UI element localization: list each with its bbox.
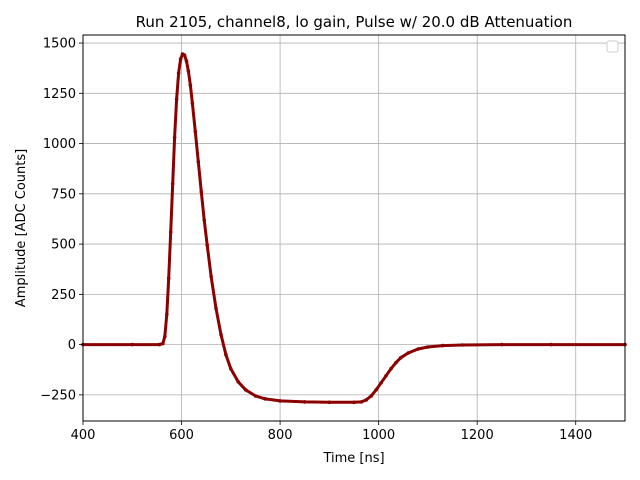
data-point [190,101,195,106]
y-tick-label: −250 [40,388,76,403]
data-point [188,83,193,88]
data-point [163,334,167,339]
data-point [172,135,177,140]
data-point [166,276,171,281]
data-point [176,71,181,75]
data-point [384,374,388,378]
y-axis-label: Amplitude [ADC Counts] [14,149,29,307]
data-point [224,352,228,357]
data-point [549,342,553,347]
data-point [352,400,356,405]
data-point [209,274,213,279]
data-point [327,400,332,405]
data-point [406,351,411,355]
data-point [379,381,383,385]
x-tick-label: 1400 [559,428,592,443]
data-point [440,343,445,348]
x-tick-label: 400 [71,428,96,443]
data-point [161,341,165,346]
data-point [202,218,206,222]
data-point [130,342,135,347]
data-point [184,59,189,63]
data-point [193,129,198,134]
data-point [196,159,201,164]
data-point [170,182,175,186]
data-point [426,345,430,349]
data-point [157,342,162,347]
x-axis-label: Time [ns] [322,451,384,466]
legend-box [606,40,619,53]
data-point [214,306,218,311]
data-point [399,355,403,360]
data-point [219,332,223,337]
y-tick-label: 750 [51,187,76,202]
data-point [416,347,420,351]
data-point [199,190,204,194]
data-point [374,388,379,392]
y-tick-label: 0 [68,338,76,353]
y-axis-ticks: −250 0 250 500 750 1000 1250 1500 [40,37,83,403]
y-tick-label: 1500 [43,37,76,52]
data-point [186,69,191,73]
y-tick-label: 1000 [43,137,76,152]
data-series [81,52,627,405]
data-point [394,360,398,365]
x-tick-label: 1000 [362,428,395,443]
data-point [302,400,307,404]
plot-frame [82,34,626,422]
data-point [205,243,209,247]
data-point [174,97,179,102]
data-point [460,343,465,347]
data-point [253,394,258,398]
data-point [369,394,374,398]
x-axis-ticks: 400 600 800 1000 1200 1400 [71,421,592,443]
x-tick-label: 1200 [461,428,494,443]
data-point [278,399,282,403]
data-point [168,230,173,234]
data-point [364,398,369,402]
data-point [263,397,268,401]
x-tick-label: 800 [268,428,293,443]
chart-title: Run 2105, channel8, lo gain, Pulse w/ 20… [136,13,573,31]
y-tick-label: 500 [51,238,76,253]
data-point [229,366,233,371]
y-tick-label: 1250 [43,87,76,102]
data-point [500,342,504,347]
x-tick-label: 600 [169,428,194,443]
data-point [389,366,393,371]
data-point [165,312,169,317]
data-point [178,57,183,61]
y-tick-label: 250 [51,288,76,303]
data-point [359,400,364,404]
data-point [236,380,240,384]
data-point [243,388,248,392]
data-point [182,53,187,57]
